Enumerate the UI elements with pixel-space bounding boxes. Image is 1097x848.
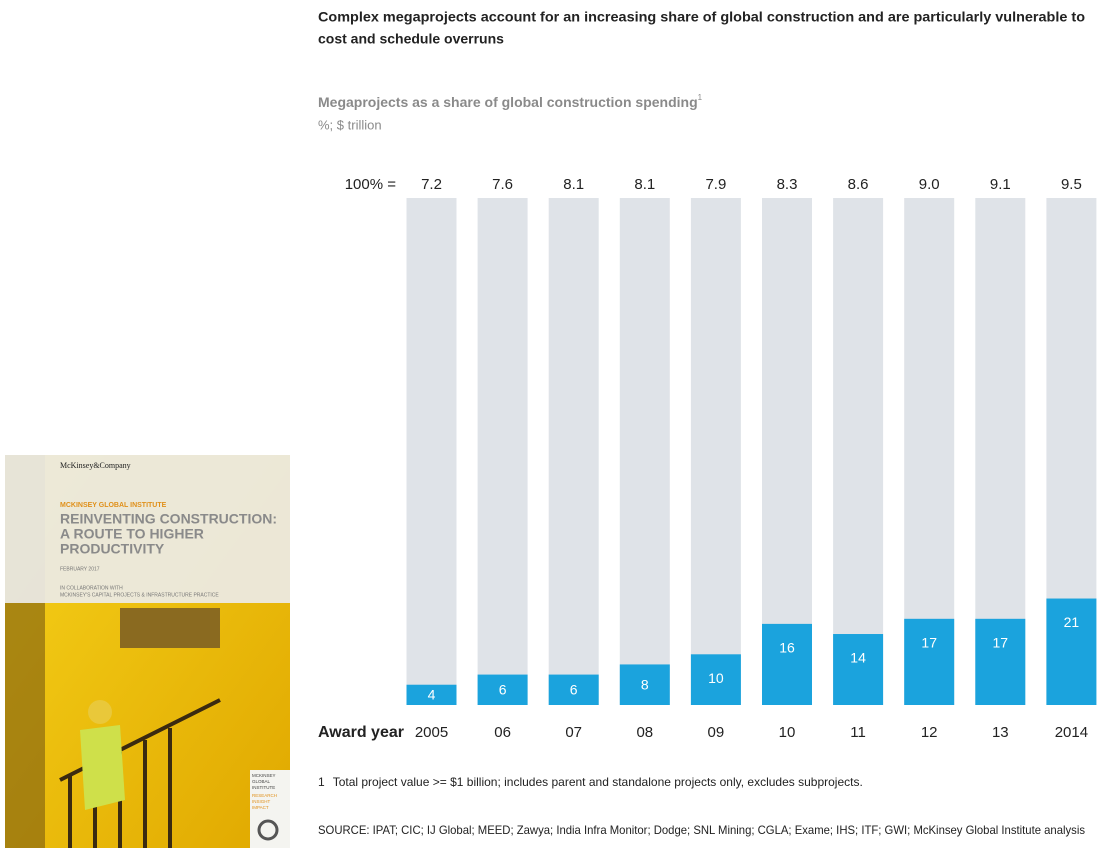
bar	[619, 664, 670, 705]
cover-publisher: McKinsey&Company	[60, 461, 131, 470]
bar-background	[619, 198, 670, 705]
units-label: %; $ trillion	[318, 117, 382, 132]
data-label: 6	[570, 681, 578, 697]
bar	[904, 618, 955, 705]
cover-badge-line: GLOBAL	[252, 779, 271, 784]
cover-date: FEBRUARY 2017	[60, 566, 100, 572]
x-tick-label: 08	[636, 724, 653, 741]
cover-title-line: PRODUCTIVITY	[60, 541, 165, 557]
bar	[548, 674, 599, 705]
bar	[1046, 598, 1097, 705]
chart-title: cost and schedule overruns	[318, 31, 504, 47]
x-tick-label: 12	[921, 724, 938, 741]
total-label: 7.2	[421, 176, 442, 193]
bar	[406, 684, 457, 705]
bar-background	[762, 198, 812, 705]
x-tick-label: 09	[708, 724, 725, 741]
x-tick-label: 13	[992, 724, 1009, 741]
source-note: SOURCE: IPAT; CIC; IJ Global; MEED; Zawy…	[318, 823, 1085, 837]
total-label: 7.9	[705, 176, 726, 193]
data-label: 21	[1064, 614, 1080, 630]
cover-institute: MCKINSEY GLOBAL INSTITUTE	[60, 502, 167, 509]
chart-title: Complex megaprojects account for an incr…	[318, 9, 1085, 25]
total-label: 8.3	[777, 176, 798, 193]
total-label: 8.6	[848, 176, 869, 193]
total-label: 8.1	[634, 176, 655, 193]
x-tick-label: 07	[565, 724, 582, 741]
cover-helmet	[88, 700, 112, 724]
cover-title-line: A ROUTE TO HIGHER	[60, 526, 204, 542]
data-label: 16	[779, 640, 795, 656]
bar-background	[406, 198, 457, 705]
x-tick-label: 10	[779, 724, 796, 741]
subtitle-text: Megaprojects as a share of global constr…	[318, 94, 698, 110]
total-label: 9.0	[919, 176, 940, 193]
total-label: 9.5	[1061, 176, 1082, 193]
x-tick-label: 11	[850, 724, 866, 741]
footnote-text: Total project value >= $1 billion; inclu…	[333, 775, 863, 789]
cover-vest	[80, 725, 125, 810]
bar-background	[477, 198, 528, 705]
bar-background	[833, 198, 884, 705]
data-label: 14	[850, 650, 866, 666]
data-label: 17	[921, 635, 937, 651]
x-tick-label: 2005	[415, 724, 448, 741]
bar	[762, 623, 812, 705]
footnote-marker: 1	[698, 93, 703, 102]
report-cover: McKinsey&Company MCKINSEY GLOBAL INSTITU…	[5, 455, 290, 848]
cover-tag-line: RESEARCH	[252, 793, 277, 798]
cover-title-line: REINVENTING CONSTRUCTION:	[60, 511, 277, 527]
total-label: 7.6	[492, 176, 513, 193]
data-label: 10	[708, 670, 724, 686]
bar	[690, 654, 741, 705]
cover-badge-line: INSTITUTE	[252, 785, 275, 790]
total-label: 8.1	[563, 176, 584, 193]
footnote: 1 Total project value >= $1 billion; incl…	[318, 775, 863, 789]
x-tick-label: 2014	[1055, 724, 1088, 741]
bar-background	[690, 198, 741, 705]
cover-window	[120, 608, 220, 648]
cover-tag-line: INSIGHT	[252, 799, 271, 804]
cover-tag-line: IMPACT	[252, 805, 269, 810]
total-label: 9.1	[990, 176, 1011, 193]
totals-label: 100% =	[345, 176, 397, 193]
data-label: 4	[428, 687, 436, 703]
data-label: 17	[993, 635, 1009, 651]
data-label: 6	[499, 681, 507, 697]
bar-background	[548, 198, 599, 705]
x-axis-label: Award year	[318, 724, 404, 741]
footnote-marker: 1	[318, 775, 325, 789]
x-tick-label: 06	[494, 724, 511, 741]
cover-panel	[5, 455, 290, 603]
bar	[477, 674, 528, 705]
cover-badge-line: MCKINSEY	[252, 773, 276, 778]
cover-badge	[250, 770, 290, 848]
bar	[975, 618, 1026, 705]
data-label: 8	[641, 676, 649, 692]
cover-collab-line: MCKINSEY'S CAPITAL PROJECTS & INFRASTRUC…	[60, 592, 219, 598]
cover-logo	[257, 819, 279, 841]
bar	[833, 634, 884, 705]
chart-subtitle: Megaprojects as a share of global constr…	[318, 93, 703, 110]
cover-collab-line: IN COLLABORATION WITH	[60, 585, 123, 591]
